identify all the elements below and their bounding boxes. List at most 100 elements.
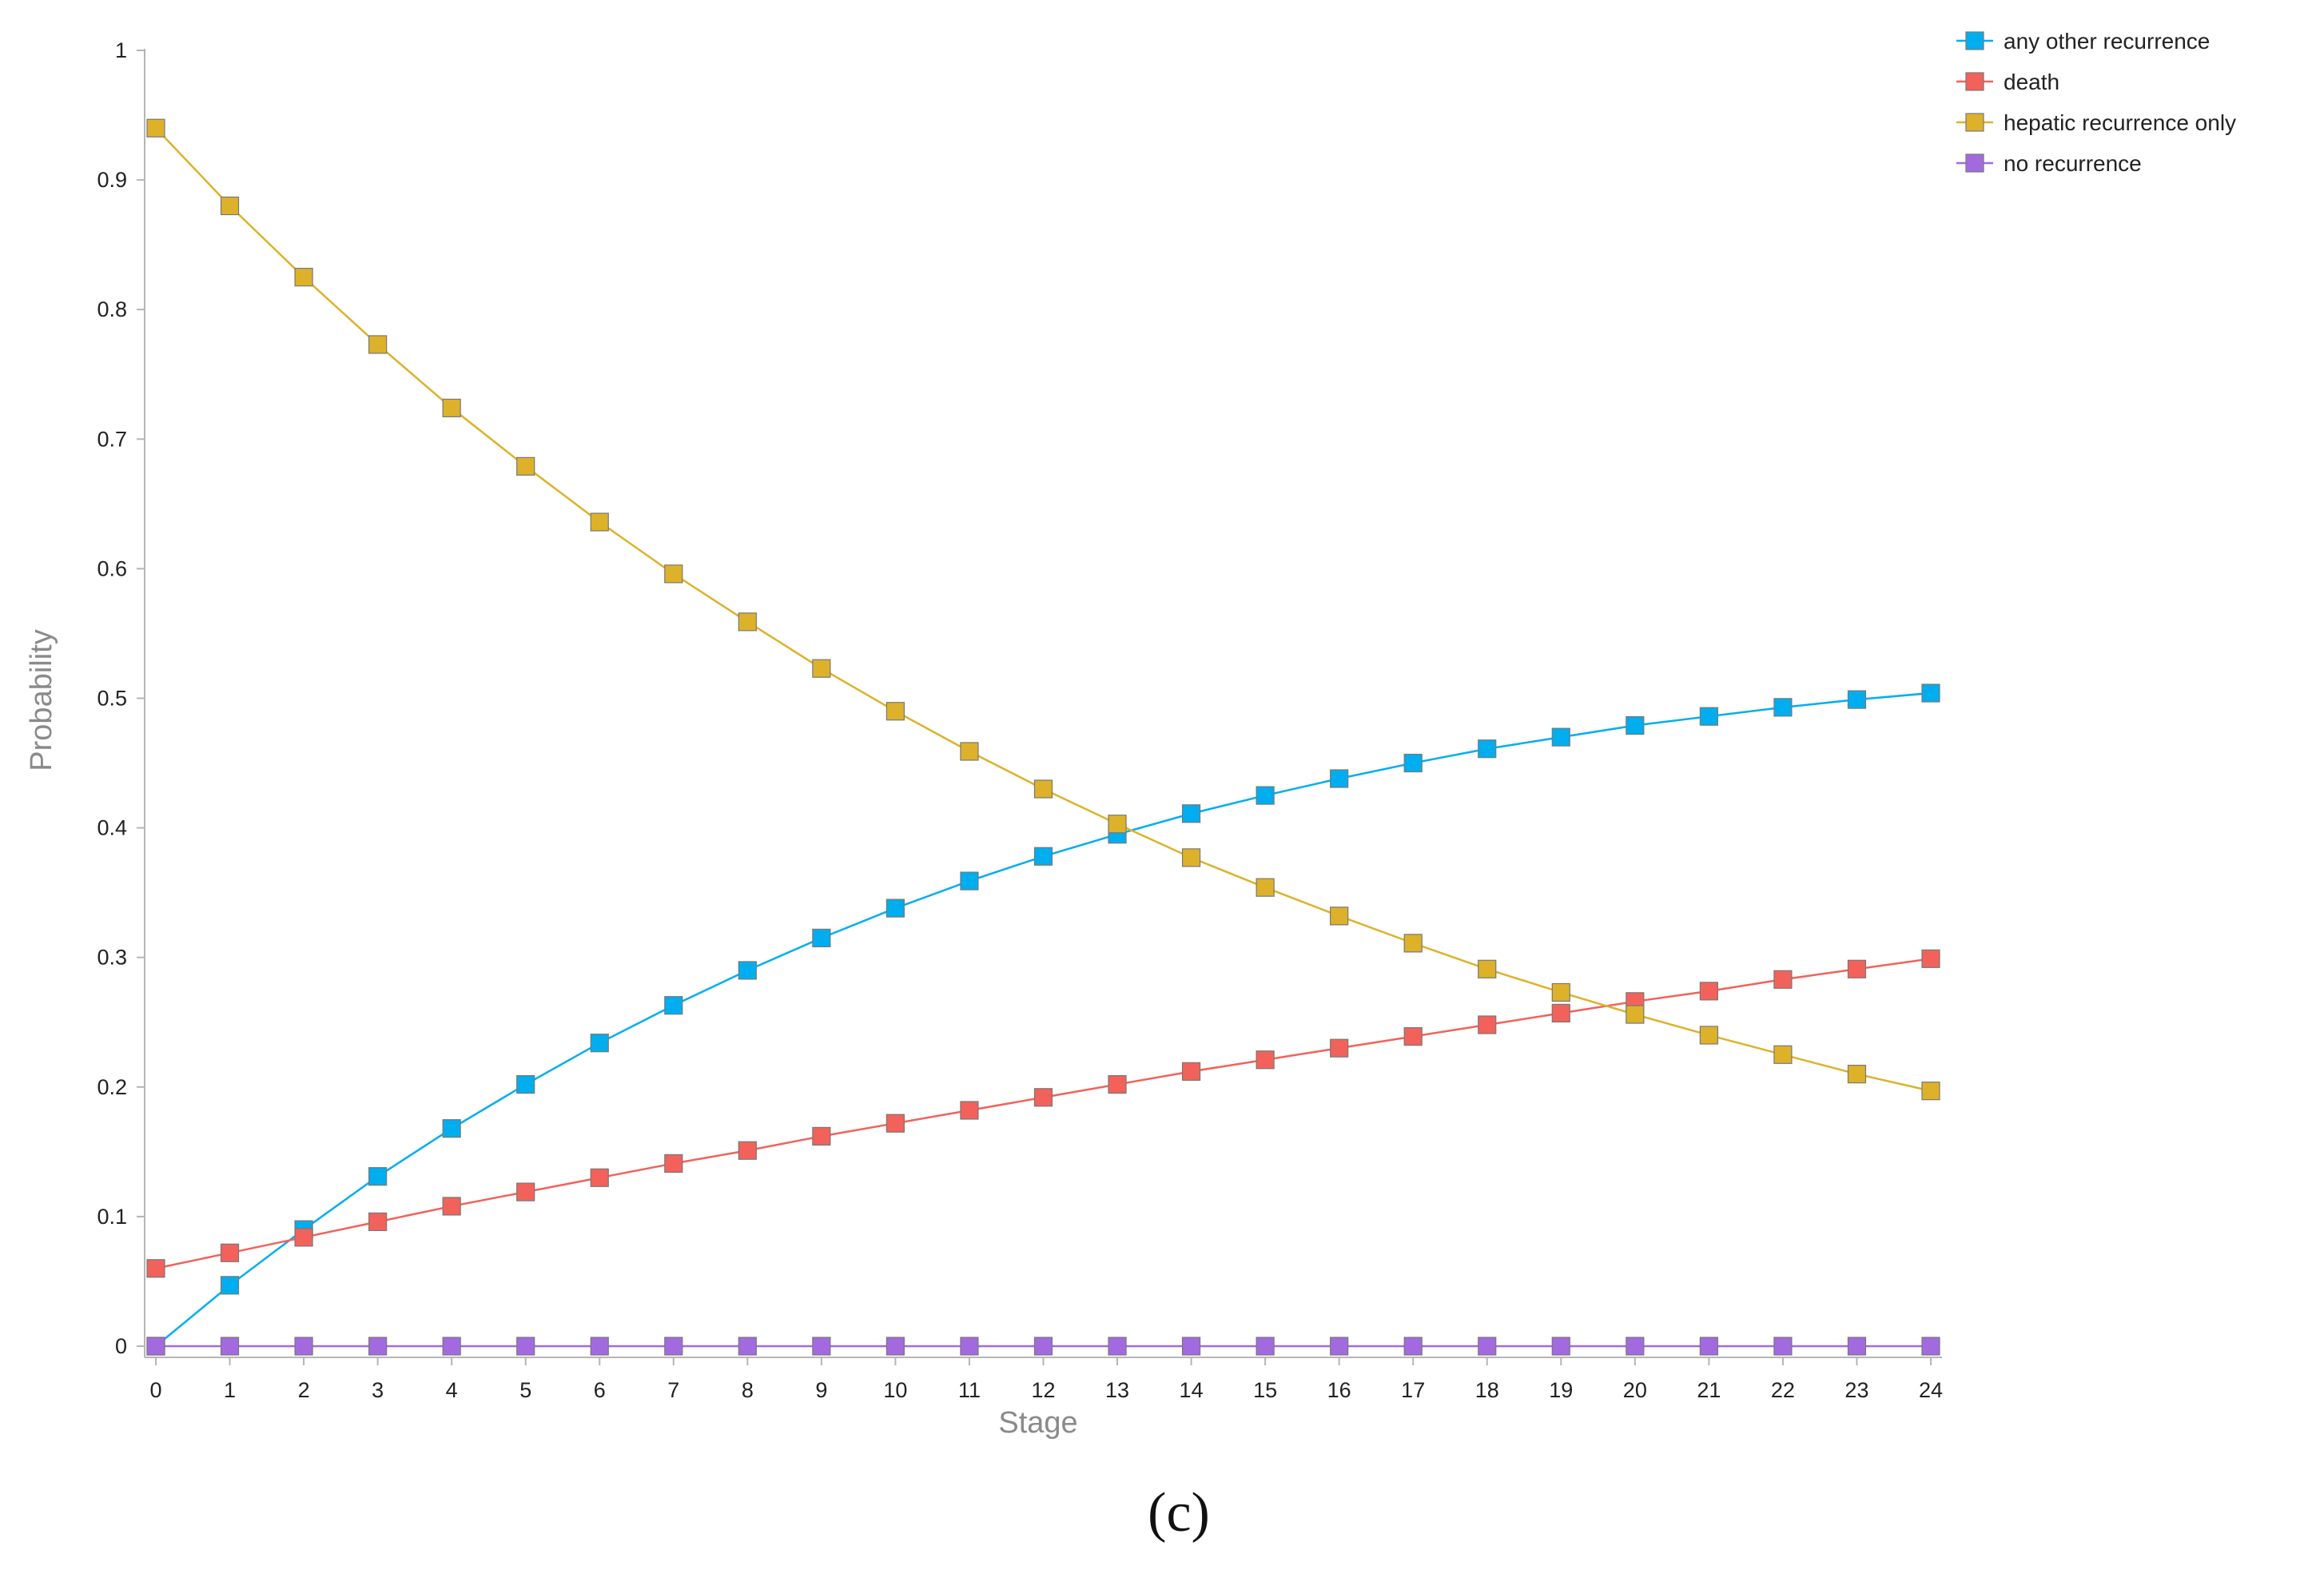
- data-point[interactable]: [368, 1337, 388, 1356]
- data-point[interactable]: [146, 1337, 165, 1356]
- data-point[interactable]: [1403, 1026, 1423, 1046]
- data-point[interactable]: [885, 1114, 905, 1133]
- data-point[interactable]: [1403, 753, 1423, 773]
- data-point[interactable]: [1478, 1337, 1497, 1356]
- data-point[interactable]: [1551, 1337, 1570, 1356]
- data-point[interactable]: [1847, 959, 1867, 978]
- data-point[interactable]: [738, 961, 757, 980]
- data-point[interactable]: [1330, 1038, 1349, 1058]
- data-point[interactable]: [590, 512, 609, 532]
- data-point[interactable]: [516, 1074, 535, 1094]
- data-point[interactable]: [1033, 1088, 1053, 1107]
- data-point[interactable]: [1478, 1015, 1497, 1034]
- legend-item-any-other-recurrence[interactable]: any other recurrence: [1956, 29, 2210, 54]
- data-point[interactable]: [1033, 847, 1053, 866]
- data-point[interactable]: [664, 564, 683, 584]
- data-point[interactable]: [812, 1337, 831, 1356]
- data-point[interactable]: [885, 1337, 905, 1356]
- data-point[interactable]: [1033, 1337, 1053, 1356]
- data-point[interactable]: [885, 702, 905, 721]
- data-point[interactable]: [368, 1167, 388, 1186]
- data-point[interactable]: [1773, 1337, 1793, 1356]
- data-point[interactable]: [368, 1212, 388, 1231]
- data-point[interactable]: [1847, 690, 1867, 709]
- data-point[interactable]: [664, 1154, 683, 1174]
- data-point[interactable]: [1108, 1337, 1127, 1356]
- data-point[interactable]: [1699, 1026, 1718, 1045]
- data-point[interactable]: [442, 1337, 461, 1356]
- data-point[interactable]: [664, 1337, 683, 1356]
- data-point[interactable]: [294, 1228, 313, 1247]
- data-point[interactable]: [1773, 1045, 1793, 1064]
- data-point[interactable]: [1921, 1337, 1940, 1356]
- data-point[interactable]: [812, 928, 831, 947]
- data-point[interactable]: [1256, 786, 1275, 805]
- data-point[interactable]: [590, 1337, 609, 1356]
- data-point[interactable]: [1551, 727, 1570, 747]
- data-point[interactable]: [1921, 683, 1940, 703]
- data-point[interactable]: [590, 1034, 609, 1053]
- data-point[interactable]: [960, 742, 979, 761]
- data-point[interactable]: [294, 1337, 313, 1356]
- data-point[interactable]: [738, 1141, 757, 1160]
- data-point[interactable]: [812, 659, 831, 678]
- data-point[interactable]: [738, 1337, 757, 1356]
- data-point[interactable]: [516, 1182, 535, 1201]
- data-point[interactable]: [1773, 698, 1793, 717]
- data-point[interactable]: [1551, 1003, 1570, 1023]
- data-point[interactable]: [1033, 779, 1053, 799]
- data-point[interactable]: [1921, 1082, 1940, 1101]
- data-point[interactable]: [1626, 1337, 1645, 1356]
- data-point[interactable]: [220, 1337, 240, 1356]
- data-point[interactable]: [1847, 1064, 1867, 1084]
- data-point[interactable]: [146, 118, 165, 137]
- data-point[interactable]: [1181, 1062, 1201, 1081]
- data-point[interactable]: [812, 1126, 831, 1146]
- data-point[interactable]: [1330, 1337, 1349, 1356]
- data-point[interactable]: [220, 196, 240, 216]
- data-point[interactable]: [590, 1168, 609, 1187]
- data-point[interactable]: [1256, 878, 1275, 897]
- data-point[interactable]: [960, 1337, 979, 1356]
- data-point[interactable]: [1626, 1005, 1645, 1024]
- data-point[interactable]: [1330, 907, 1349, 926]
- data-point[interactable]: [516, 456, 535, 476]
- data-point[interactable]: [442, 1119, 461, 1138]
- data-point[interactable]: [1847, 1337, 1867, 1356]
- data-point[interactable]: [1478, 739, 1497, 759]
- data-point[interactable]: [1699, 707, 1718, 726]
- data-point[interactable]: [146, 1259, 165, 1278]
- data-point[interactable]: [1181, 1337, 1201, 1356]
- data-point[interactable]: [1181, 848, 1201, 867]
- data-point[interactable]: [960, 1101, 979, 1120]
- legend-item-no-recurrence[interactable]: no recurrence: [1956, 151, 2142, 176]
- data-point[interactable]: [1108, 815, 1127, 834]
- data-point[interactable]: [960, 871, 979, 891]
- data-point[interactable]: [1626, 715, 1645, 735]
- data-point[interactable]: [1181, 804, 1201, 823]
- data-point[interactable]: [885, 899, 905, 918]
- data-point[interactable]: [1699, 982, 1718, 1001]
- data-point[interactable]: [442, 398, 461, 417]
- data-point[interactable]: [1478, 959, 1497, 978]
- data-point[interactable]: [1330, 769, 1349, 788]
- data-point[interactable]: [1256, 1337, 1275, 1356]
- data-point[interactable]: [664, 996, 683, 1015]
- data-point[interactable]: [1403, 1337, 1423, 1356]
- data-point[interactable]: [368, 335, 388, 354]
- data-point[interactable]: [442, 1197, 461, 1216]
- data-point[interactable]: [1256, 1050, 1275, 1070]
- data-point[interactable]: [738, 612, 757, 632]
- legend-item-death[interactable]: death: [1956, 70, 2059, 94]
- data-point[interactable]: [1699, 1337, 1718, 1356]
- data-point[interactable]: [1773, 970, 1793, 989]
- data-point[interactable]: [1921, 949, 1940, 968]
- data-point[interactable]: [1108, 1074, 1127, 1094]
- legend-item-hepatic-recurrence-only[interactable]: hepatic recurrence only: [1956, 110, 2236, 135]
- data-point[interactable]: [220, 1276, 240, 1295]
- data-point[interactable]: [1403, 934, 1423, 953]
- data-point[interactable]: [1551, 982, 1570, 1002]
- data-point[interactable]: [294, 268, 313, 287]
- data-point[interactable]: [516, 1337, 535, 1356]
- data-point[interactable]: [220, 1243, 240, 1262]
